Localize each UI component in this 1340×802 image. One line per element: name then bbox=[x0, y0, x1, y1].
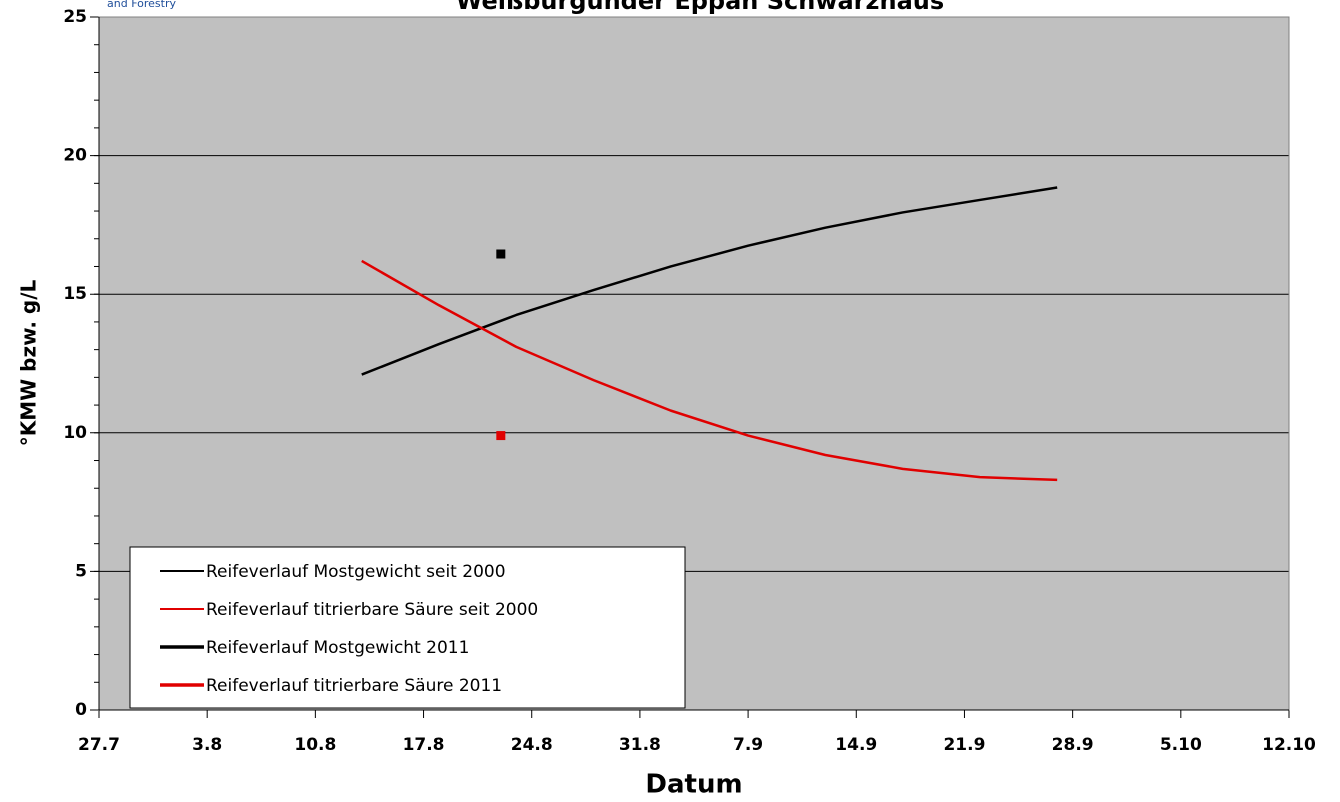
legend-label: Reifeverlauf titrierbare Säure 2011 bbox=[206, 676, 502, 696]
y-tick-label: 15 bbox=[63, 284, 87, 304]
x-tick-label: 12.10 bbox=[1262, 735, 1316, 755]
x-tick-label: 31.8 bbox=[619, 735, 661, 755]
y-tick-label: 20 bbox=[63, 146, 87, 166]
legend-label: Reifeverlauf titrierbare Säure seit 2000 bbox=[206, 600, 538, 620]
logo-text: and Forestry bbox=[107, 0, 176, 10]
x-tick-label: 27.7 bbox=[78, 735, 120, 755]
chart-title: Weißburgunder Eppan Schwarzhaus bbox=[456, 0, 944, 15]
y-axis-label: °KMW bzw. g/L bbox=[17, 279, 41, 446]
x-tick-label: 21.9 bbox=[943, 735, 985, 755]
line bbox=[361, 259, 1058, 482]
x-tick-label: 17.8 bbox=[403, 735, 445, 755]
point bbox=[496, 431, 506, 441]
y-tick-label: 0 bbox=[75, 700, 87, 720]
legend-label: Reifeverlauf Mostgewicht 2011 bbox=[206, 638, 469, 658]
y-tick-label: 5 bbox=[75, 561, 87, 581]
x-axis-label: Datum bbox=[645, 770, 742, 800]
legend-box bbox=[129, 546, 686, 709]
point bbox=[496, 249, 506, 259]
y-tick-label: 10 bbox=[63, 423, 87, 443]
legend-label: Reifeverlauf Mostgewicht seit 2000 bbox=[206, 562, 506, 582]
x-tick-label: 14.9 bbox=[835, 735, 877, 755]
line bbox=[361, 186, 1058, 376]
y-tick-label: 25 bbox=[63, 7, 87, 27]
x-tick-label: 3.8 bbox=[192, 735, 222, 755]
x-tick-label: 24.8 bbox=[511, 735, 553, 755]
x-tick-label: 5.10 bbox=[1160, 735, 1202, 755]
x-tick-label: 28.9 bbox=[1052, 735, 1094, 755]
x-tick-label: 10.8 bbox=[294, 735, 336, 755]
x-tick-label: 7.9 bbox=[733, 735, 763, 755]
